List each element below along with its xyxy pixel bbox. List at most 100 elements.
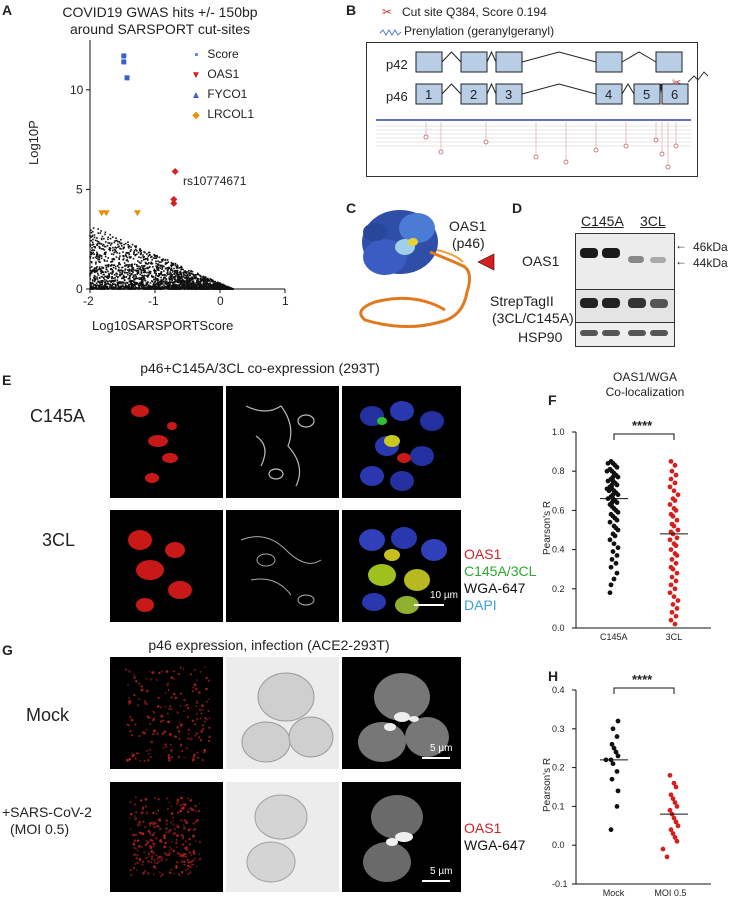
panel-f-data-point-3cl	[673, 508, 679, 513]
panel-g-row-mock: Mock	[26, 705, 70, 725]
variant-marker	[665, 164, 671, 170]
panel-f-data-point-c145a	[614, 570, 620, 576]
panel-h-data-point-moi-0.5	[664, 854, 670, 860]
image-3cl-merge: 10 µm	[342, 510, 461, 622]
panel-h-data-point-moi-0.5	[670, 796, 676, 802]
panel-f-data-point-3cl	[668, 617, 674, 623]
panel-f-data-point-c145a	[607, 519, 613, 525]
panel-h-data-point-moi-0.5	[670, 831, 676, 836]
panel-f-data-point-c145a	[615, 492, 621, 498]
mw-44kda: 44kDa	[693, 256, 728, 270]
panel-f-data-point-c145a	[607, 590, 613, 596]
panel-b-legend-prenylation: Prenylation (geranylgeranyl)	[404, 24, 555, 38]
variant-marker	[659, 151, 665, 157]
panel-h-data-point-moi-0.5	[674, 838, 680, 844]
panel-f-data-point-c145a	[611, 576, 617, 582]
panel-h-data-point-moi-0.5	[667, 807, 673, 813]
panel-f-data-point-3cl	[672, 586, 678, 592]
panel-f-data-point-3cl	[672, 480, 678, 486]
p42-exon	[495, 51, 523, 73]
panel-h-data-point-moi-0.5	[668, 827, 674, 833]
panel-h-data-point-mock	[610, 761, 616, 767]
image-3cl-wga	[226, 510, 339, 622]
panel-h-data-point-moi-0.5	[667, 772, 673, 778]
lrcol1-point	[98, 210, 106, 217]
panel-f-data-point-3cl	[669, 557, 675, 562]
blot-row-oas1: OAS1	[522, 253, 560, 269]
panel-f-title-line1: OAS1/WGA	[612, 370, 677, 384]
panel-f-data-point-3cl	[667, 537, 673, 543]
panel-h-y-tick-label: 0.0	[552, 840, 565, 850]
panel-f-y-tick-label: 0.8	[552, 466, 565, 476]
panel-f-data-point-c145a	[610, 549, 616, 554]
p46-exon	[415, 83, 443, 105]
panel-f-data-point-3cl	[668, 547, 674, 552]
p42-exon	[460, 51, 488, 73]
variant-marker	[563, 159, 569, 165]
panel-label-d: D	[512, 200, 523, 216]
blot-row-streptag: StrepTagII	[490, 293, 554, 309]
variant-marker	[673, 143, 679, 149]
oas1-point	[170, 199, 178, 207]
variant-marker	[438, 149, 444, 155]
panel-a-y-axis-label: Log10P	[26, 120, 41, 165]
panel-h-data-point-mock	[609, 741, 615, 747]
panel-f-data-point-c145a	[615, 509, 621, 515]
p46-exon	[633, 83, 661, 105]
exon-label-5: 5	[643, 87, 650, 102]
panel-f-y-tick-label: 0.0	[552, 623, 565, 633]
panel-f-title-line2: Co-localization	[605, 385, 685, 399]
panel-h-data-point-mock	[614, 804, 620, 809]
panel-f-data-point-3cl	[675, 598, 681, 603]
panel-f-data-point-3cl	[667, 502, 673, 507]
prenylation-chain	[687, 71, 709, 83]
panel-f-data-point-3cl	[671, 523, 677, 529]
panel-g-title: p46 expression, infection (ACE2-293T)	[148, 637, 390, 653]
panel-e-title: p46+C145A/3CL co-expression (293T)	[140, 360, 380, 376]
panel-f-data-point-3cl	[674, 535, 680, 541]
panel-label-f: F	[548, 392, 557, 408]
p46-exon	[595, 83, 623, 105]
p42-exon	[655, 51, 683, 73]
panel-h-data-point-mock	[615, 788, 621, 794]
lrcol1-point	[102, 210, 110, 217]
panel-h-data-point-mock	[614, 734, 620, 739]
variant-marker	[593, 147, 599, 153]
panel-h-data-point-moi-0.5	[673, 784, 679, 790]
exon-label-4: 4	[605, 87, 612, 102]
panel-a-title-line2: around SARSPORT cut-sites	[69, 21, 250, 37]
panel-a-legend: Score ▼ OAS1 ▲ FYCO1 ◆ LRCOL1	[188, 47, 298, 127]
exon-label-3: 3	[505, 87, 512, 102]
panel-f-data-point-c145a	[605, 460, 611, 466]
p46-exon	[495, 83, 523, 105]
panel-b-legend-cut-site: Cut site Q384, Score 0.194	[402, 5, 547, 19]
panel-h-data-point-mock	[610, 726, 616, 732]
panel-h-data-point-mock	[615, 718, 621, 724]
panel-f-data-point-c145a	[612, 533, 618, 539]
protein-structure-image	[359, 210, 472, 329]
fyco1-point	[121, 53, 127, 59]
panel-f-data-point-c145a	[607, 537, 613, 543]
panel-f-data-point-c145a	[613, 560, 619, 566]
panel-h-significance-label: ****	[632, 672, 653, 687]
image-mock-oas1	[110, 657, 223, 769]
panel-h-data-point-moi-0.5	[675, 823, 681, 829]
panel-f-data-point-3cl	[673, 578, 679, 584]
panel-e-legend-c145a-3cl: C145A/3CL	[464, 563, 537, 579]
panel-h-data-point-moi-0.5	[674, 804, 680, 809]
panel-f-data-point-3cl	[673, 543, 679, 549]
panel-b-gene-structure: 1 2 3 4 5 6✂	[366, 42, 709, 177]
panel-f-data-point-3cl	[669, 574, 675, 580]
exon-label-1: 1	[425, 87, 432, 102]
panel-f-data-point-3cl	[668, 459, 674, 464]
variant-marker	[533, 154, 539, 160]
panel-f-y-tick-label: 0.2	[552, 584, 565, 594]
panel-f-data-point-3cl	[674, 517, 680, 523]
blot-row-hsp90: HSP90	[518, 329, 563, 345]
p42-exon	[595, 51, 623, 73]
panel-f-data-point-3cl	[669, 609, 675, 615]
image-c145a-wga	[226, 386, 339, 498]
panel-h-data-point-moi-0.5	[672, 835, 678, 840]
panel-h-data-point-moi-0.5	[668, 792, 674, 798]
isoform-p46-label: p46	[386, 89, 408, 104]
